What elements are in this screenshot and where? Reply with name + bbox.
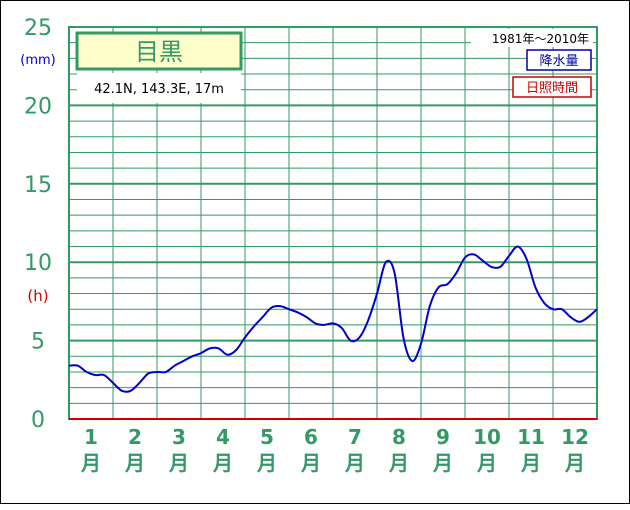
month-number: 7 bbox=[348, 425, 362, 449]
month-unit: 月 bbox=[256, 451, 277, 475]
legend-sunshine-label: 日照時間 bbox=[526, 81, 578, 96]
period-label: 1981年～2010年 bbox=[492, 32, 589, 46]
month-unit: 月 bbox=[300, 451, 321, 475]
month-number: 12 bbox=[561, 425, 589, 449]
y-tick-label: 10 bbox=[24, 251, 52, 276]
month-number: 10 bbox=[473, 425, 501, 449]
month-unit: 月 bbox=[124, 451, 145, 475]
month-unit: 月 bbox=[212, 451, 233, 475]
month-unit: 月 bbox=[168, 451, 189, 475]
legend-precip bbox=[526, 49, 592, 71]
y-tick-label: 20 bbox=[24, 94, 52, 119]
month-number: 4 bbox=[216, 425, 230, 449]
legend-sunshine bbox=[512, 76, 592, 98]
month-unit: 月 bbox=[80, 451, 101, 475]
month-unit: 月 bbox=[520, 451, 541, 475]
month-unit: 月 bbox=[388, 451, 409, 475]
month-number: 2 bbox=[128, 425, 142, 449]
chart-title: 目黒 bbox=[135, 38, 183, 66]
y-tick-label: 0 bbox=[31, 408, 45, 433]
month-number: 5 bbox=[260, 425, 274, 449]
month-unit: 月 bbox=[432, 451, 453, 475]
month-number: 1 bbox=[84, 425, 98, 449]
unit-mm: (mm) bbox=[20, 53, 55, 68]
location-box bbox=[77, 73, 241, 103]
y-tick-label: 15 bbox=[24, 173, 52, 198]
series-lines bbox=[68, 245, 598, 393]
month-number: 3 bbox=[172, 425, 186, 449]
month-unit: 月 bbox=[344, 451, 365, 475]
title-box bbox=[75, 31, 243, 71]
period-box bbox=[471, 29, 593, 47]
month-number: 8 bbox=[392, 425, 406, 449]
y-tick-label: 25 bbox=[24, 16, 52, 41]
month-number: 6 bbox=[304, 425, 318, 449]
month-number: 11 bbox=[517, 425, 545, 449]
legend-precip-label: 降水量 bbox=[539, 54, 578, 69]
series-line bbox=[68, 245, 598, 393]
y-tick-labels: 0 5 10 15 20 25 bbox=[24, 16, 52, 433]
month-number: 9 bbox=[436, 425, 450, 449]
month-unit: 月 bbox=[564, 451, 585, 475]
y-tick-label: 5 bbox=[31, 330, 45, 355]
unit-h: (h) bbox=[27, 287, 48, 305]
location-label: 42.1N, 143.3E, 17m bbox=[94, 82, 224, 97]
month-unit: 月 bbox=[476, 451, 497, 475]
axes bbox=[68, 26, 598, 420]
